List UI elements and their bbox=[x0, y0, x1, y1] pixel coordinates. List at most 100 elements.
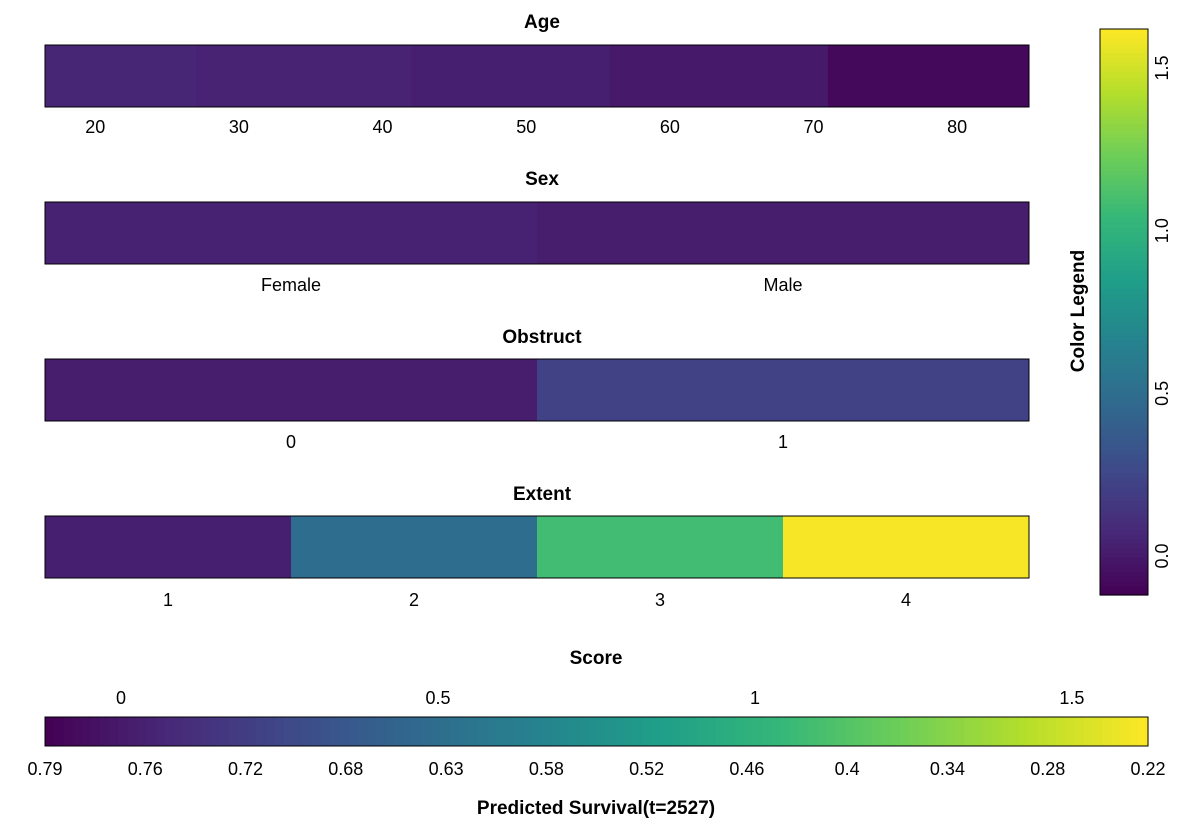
tick-label: 20 bbox=[85, 117, 105, 137]
gradient-step bbox=[311, 717, 322, 746]
legend-gradient-step bbox=[1100, 491, 1148, 497]
gradient-step bbox=[1046, 717, 1057, 746]
feature-panels: Age 20 30 40 50 60 70 80 Sex Female Male Obstruct 0 1… bbox=[44, 12, 1030, 610]
legend-gradient-step bbox=[1100, 326, 1148, 332]
legend-gradient-step bbox=[1100, 57, 1148, 63]
legend-gradient-step bbox=[1100, 241, 1148, 247]
tick-label: 70 bbox=[804, 117, 824, 137]
legend-gradient-step bbox=[1100, 411, 1148, 417]
gradient-step bbox=[826, 717, 837, 746]
gradient-step bbox=[651, 717, 662, 746]
legend-gradient-step bbox=[1100, 316, 1148, 323]
gradient-step bbox=[697, 717, 708, 746]
legend-gradient-step bbox=[1100, 156, 1148, 162]
score-tick-label: 1.5 bbox=[1059, 688, 1084, 708]
gradient-step bbox=[587, 717, 598, 746]
heat-segment bbox=[45, 45, 197, 107]
legend-gradient-step bbox=[1100, 283, 1148, 290]
gradient-step bbox=[467, 717, 478, 746]
legend-gradient-step bbox=[1100, 109, 1148, 115]
score-title: Score bbox=[570, 648, 623, 669]
heat-segment bbox=[411, 45, 611, 107]
legend-gradient-step bbox=[1100, 368, 1148, 374]
survival-tick-label: 0.68 bbox=[328, 759, 363, 779]
gradient-step bbox=[532, 717, 542, 746]
category-label: 0 bbox=[286, 432, 296, 452]
legend-gradient-step bbox=[1100, 566, 1148, 573]
gradient-step bbox=[348, 717, 359, 746]
legend-gradient-step bbox=[1100, 165, 1148, 172]
legend-gradient-step bbox=[1100, 453, 1148, 459]
panel-border bbox=[44, 515, 1030, 579]
legend-gradient-step bbox=[1100, 420, 1148, 426]
gradient-step bbox=[210, 717, 221, 746]
survival-tick-label: 0.63 bbox=[429, 759, 464, 779]
gradient-step bbox=[283, 717, 294, 746]
legend-gradient-step bbox=[1100, 132, 1148, 139]
gradient-step bbox=[1111, 717, 1122, 746]
gradient-step bbox=[495, 717, 506, 746]
gradient-step bbox=[247, 717, 258, 746]
gradient-step bbox=[835, 717, 846, 746]
legend-gradient-step bbox=[1100, 481, 1148, 488]
gradient-step bbox=[715, 717, 726, 746]
legend-gradient-step bbox=[1100, 458, 1148, 464]
legend-tick-label: 0.5 bbox=[1152, 381, 1172, 406]
category-label: 1 bbox=[778, 432, 788, 452]
legend-gradient-step bbox=[1100, 514, 1148, 521]
gradient-step bbox=[1019, 717, 1030, 746]
gradient-step bbox=[991, 717, 1002, 746]
gradient-step bbox=[449, 717, 460, 746]
legend-gradient-step bbox=[1100, 146, 1148, 153]
gradient-step bbox=[844, 717, 855, 746]
legend-gradient-step bbox=[1100, 543, 1148, 549]
gradient-step bbox=[982, 717, 993, 746]
gradient-step bbox=[596, 717, 607, 746]
legend-gradient-step bbox=[1100, 557, 1148, 563]
gradient-step bbox=[1138, 717, 1149, 746]
gradient-step bbox=[118, 717, 129, 746]
legend-gradient-step bbox=[1100, 415, 1148, 422]
gradient-step bbox=[81, 717, 92, 746]
category-label: Male bbox=[763, 275, 802, 295]
legend-gradient-step bbox=[1100, 293, 1148, 299]
gradient-step bbox=[385, 717, 395, 746]
legend-gradient-step bbox=[1100, 434, 1148, 440]
gradient-step bbox=[1102, 717, 1112, 746]
gradient-step bbox=[853, 717, 864, 746]
tick-label: 60 bbox=[660, 117, 680, 137]
legend-gradient-step bbox=[1100, 340, 1148, 346]
legend-gradient-step bbox=[1100, 396, 1148, 403]
gradient-step bbox=[752, 717, 763, 746]
category-label: 4 bbox=[901, 590, 911, 610]
gradient-step bbox=[302, 717, 313, 746]
legend-gradient-step bbox=[1100, 198, 1148, 205]
gradient-step bbox=[1056, 717, 1066, 746]
legend-gradient-step bbox=[1100, 307, 1148, 313]
legend-gradient-step bbox=[1100, 429, 1148, 436]
tick-label: 40 bbox=[373, 117, 393, 137]
panel-border bbox=[44, 358, 1030, 422]
panel-age: Age 20 30 40 50 60 70 80 bbox=[44, 12, 1030, 137]
gradient-step bbox=[807, 717, 818, 746]
legend-gradient-step bbox=[1100, 590, 1148, 596]
legend-gradient-step bbox=[1100, 561, 1148, 568]
gradient-step bbox=[1129, 717, 1140, 746]
gradient-step bbox=[513, 717, 524, 746]
tick-label: 80 bbox=[947, 117, 967, 137]
legend-gradient-step bbox=[1100, 519, 1148, 525]
gradient-step bbox=[761, 717, 772, 746]
legend-gradient-step bbox=[1100, 170, 1148, 176]
gradient-step bbox=[403, 717, 414, 746]
legend-gradient-step bbox=[1100, 189, 1148, 195]
gradient-step bbox=[63, 717, 74, 746]
legend-gradient-step bbox=[1100, 137, 1148, 143]
gradient-step bbox=[146, 717, 156, 746]
gradient-step bbox=[136, 717, 147, 746]
legend-gradient-step bbox=[1100, 76, 1148, 82]
legend-tick-label: 0.0 bbox=[1152, 543, 1172, 568]
gradient-step bbox=[660, 717, 671, 746]
legend-gradient-step bbox=[1100, 269, 1148, 275]
legend-gradient-step bbox=[1100, 90, 1148, 96]
